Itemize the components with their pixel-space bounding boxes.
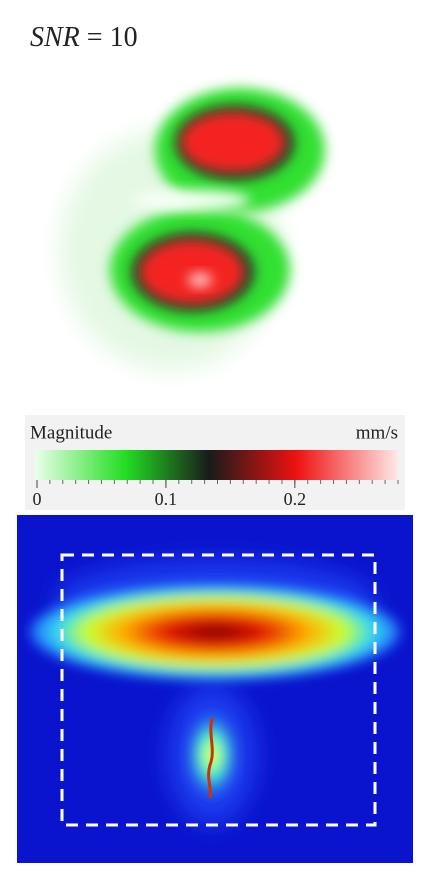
colorbar-label: Magnitude [30,422,112,443]
minor-ticks [36,480,399,484]
flow-map [17,515,413,863]
colorbar [35,450,398,480]
tick-label: 0.2 [284,489,307,509]
tick-label: 0.1 [155,489,178,509]
magnitude-map [60,88,325,370]
colorbar-unit: mm/s [356,422,398,443]
title: SNR = 10 [30,22,138,53]
colorbar-ticks: 0 0.1 0.2 [33,480,307,509]
tick-label: 0 [33,489,42,509]
